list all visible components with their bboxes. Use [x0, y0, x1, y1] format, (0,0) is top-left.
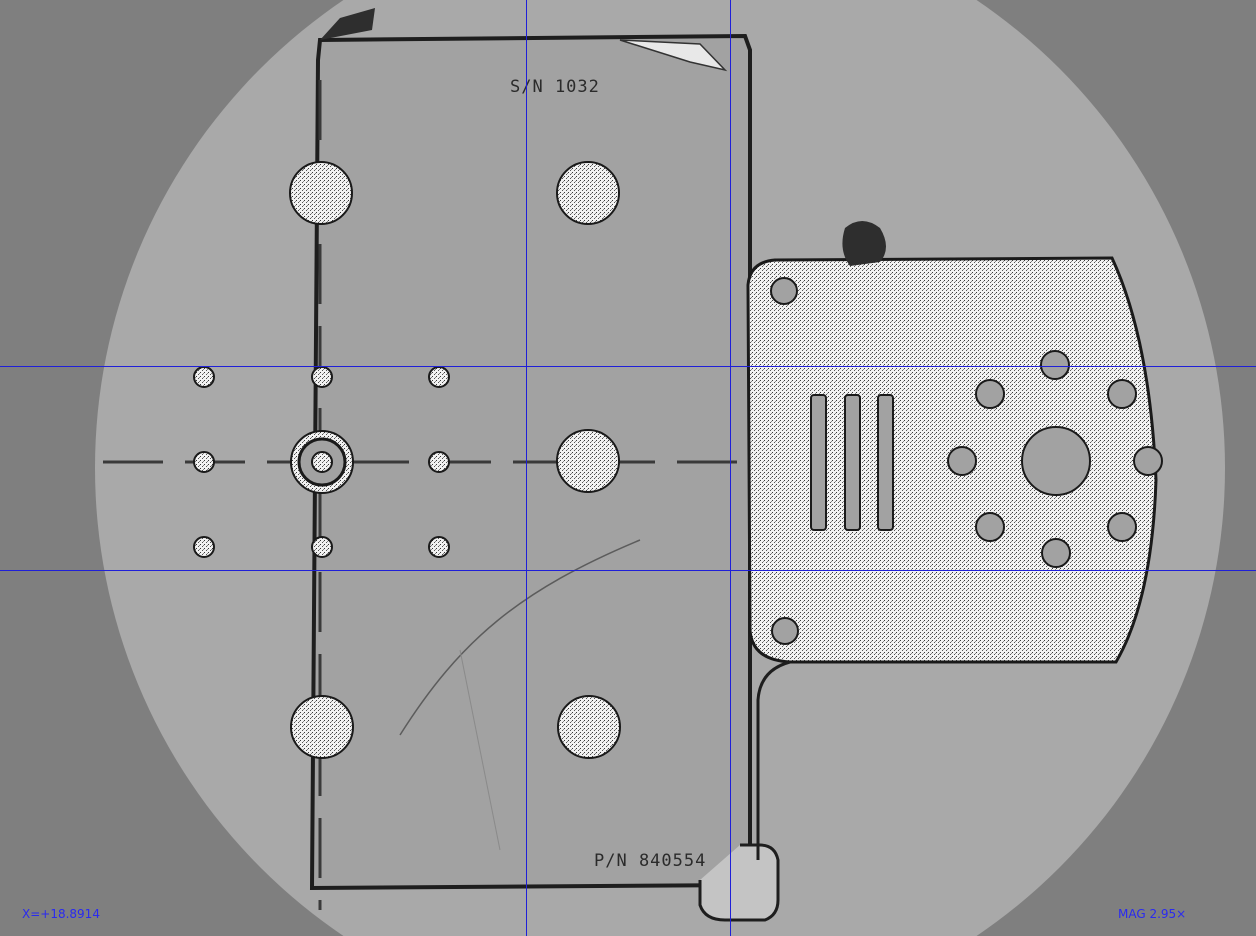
magnification-readout: MAG 2.95×	[1118, 907, 1187, 921]
flange-plate	[746, 221, 1163, 860]
dro-readout: X=+18.8914 Y=+18.8931 Light 51%	[22, 864, 100, 936]
center-ring	[290, 430, 354, 494]
large-holes	[289, 161, 621, 759]
crosshair-horizontal-top[interactable]	[0, 366, 1256, 367]
serial-number-marking: S/N 1032	[510, 77, 600, 97]
small-holes	[193, 366, 450, 558]
crosshair-vertical-left[interactable]	[526, 0, 527, 936]
crosshair-vertical-right[interactable]	[730, 0, 731, 936]
x-readout: X=+18.8914	[22, 907, 100, 921]
burr-top-left	[320, 8, 375, 40]
crosshair-horizontal-bottom[interactable]	[0, 570, 1256, 571]
part-number-marking: P/N 840554	[594, 851, 706, 871]
